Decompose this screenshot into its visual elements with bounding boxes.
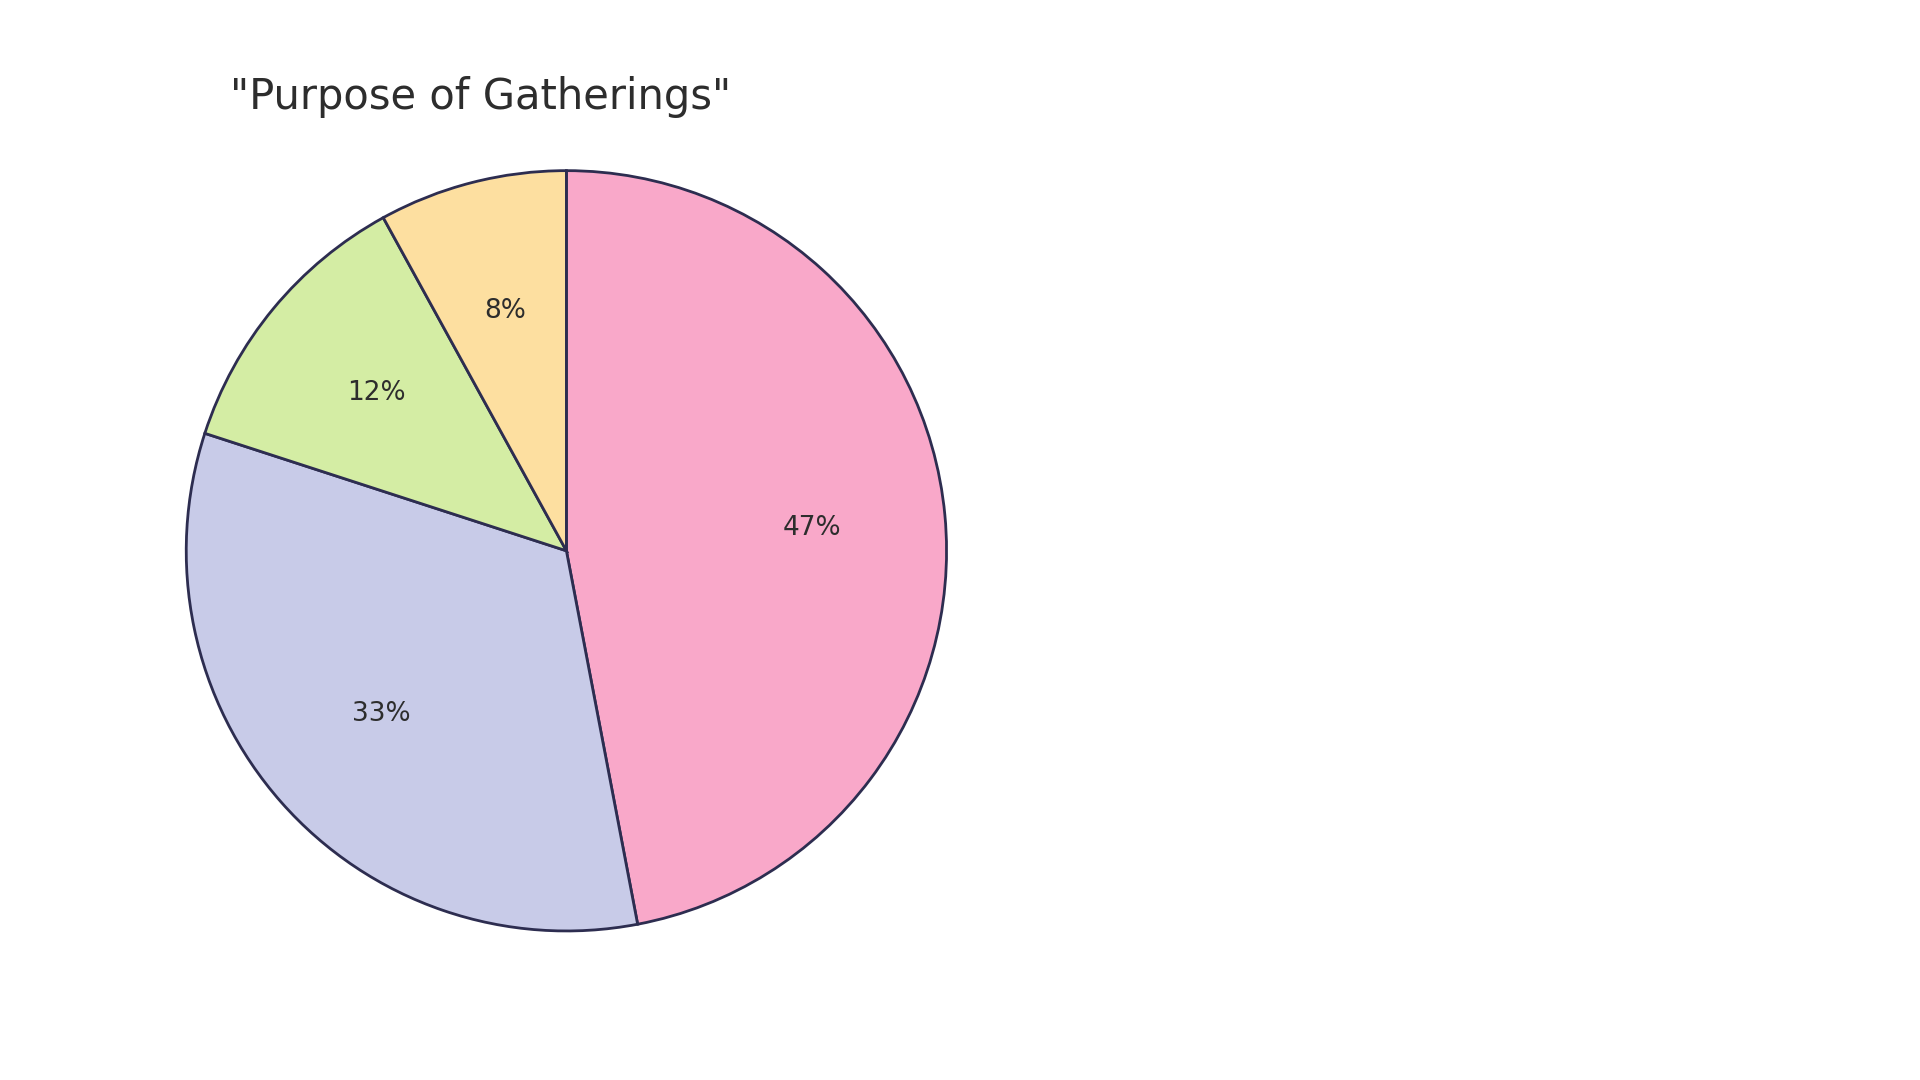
Text: 47%: 47% bbox=[783, 514, 841, 541]
Wedge shape bbox=[186, 433, 637, 931]
Text: 12%: 12% bbox=[348, 380, 405, 406]
Text: 33%: 33% bbox=[351, 701, 411, 727]
Wedge shape bbox=[205, 218, 566, 551]
Wedge shape bbox=[384, 171, 566, 551]
Text: "Purpose of Gatherings": "Purpose of Gatherings" bbox=[230, 76, 732, 118]
Legend: Nurturing Organizational Culture, Exchanging Information, Addressing Difficultie: Nurturing Organizational Culture, Exchan… bbox=[1127, 438, 1599, 642]
Wedge shape bbox=[566, 171, 947, 924]
Text: 8%: 8% bbox=[484, 298, 526, 324]
